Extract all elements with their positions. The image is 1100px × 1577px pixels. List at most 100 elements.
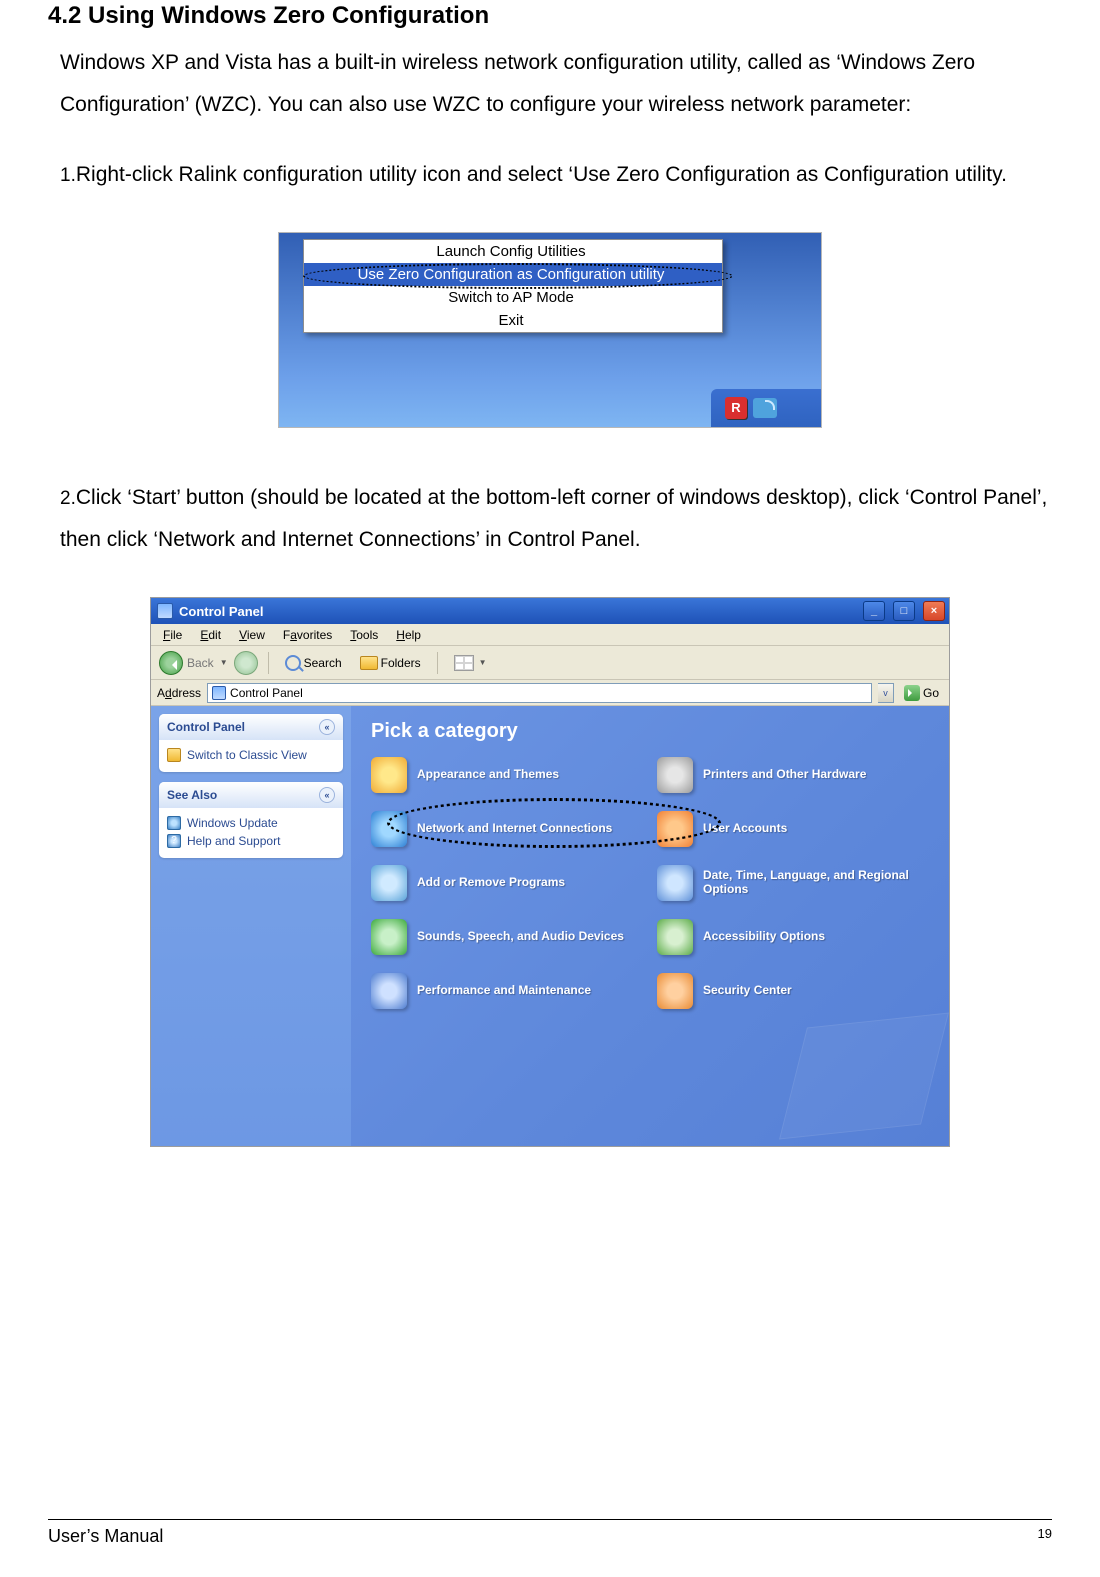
context-menu-item-ap[interactable]: Switch to AP Mode	[304, 286, 722, 309]
category-icon	[371, 865, 407, 901]
menu-bar: File Edit View Favorites Tools Help	[151, 624, 949, 646]
category-performance-and-maintenance[interactable]: Performance and Maintenance	[371, 973, 643, 1009]
category-printers-and-other-hardware[interactable]: Printers and Other Hardware	[657, 757, 929, 793]
category-label: Sounds, Speech, and Audio Devices	[417, 930, 624, 944]
step-1-number: 1.	[60, 165, 76, 186]
minimize-button[interactable]: _	[863, 601, 885, 621]
toolbar: Back ▼ Search Folders ▼	[151, 646, 949, 680]
step-2: 2.Click ‘Start’ button (should be locate…	[60, 477, 1052, 561]
close-button[interactable]: ×	[923, 601, 945, 621]
category-label: Appearance and Themes	[417, 768, 559, 782]
go-button[interactable]: Go	[900, 685, 943, 701]
pane-collapse-icon[interactable]: «	[319, 719, 335, 735]
menu-view[interactable]: View	[231, 626, 273, 644]
step-2-number: 2.	[60, 488, 76, 509]
category-security-center[interactable]: Security Center	[657, 973, 929, 1009]
toolbar-separator	[268, 652, 269, 674]
search-label: Search	[304, 656, 342, 670]
category-label: Accessibility Options	[703, 930, 825, 944]
category-label: Network and Internet Connections	[417, 822, 612, 836]
address-label: Address	[157, 686, 201, 700]
figure-context-menu: Launch Config Utilities Use Zero Configu…	[278, 232, 822, 428]
category-accessibility-options[interactable]: Accessibility Options	[657, 919, 929, 955]
back-icon	[159, 651, 183, 675]
help-support-label: Help and Support	[187, 834, 280, 848]
context-menu: Launch Config Utilities Use Zero Configu…	[303, 239, 723, 333]
figure-control-panel: Control Panel _ □ × File Edit View Favor…	[150, 597, 950, 1147]
footer-manual: User’s Manual	[48, 1526, 163, 1547]
main-panel: Pick a category Appearance and Themes Pri…	[351, 706, 949, 1146]
address-bar: Address Control Panel v Go	[151, 680, 949, 706]
side-panel: Control Panel « Switch to Classic View	[151, 706, 351, 1146]
category-add-or-remove-programs[interactable]: Add or Remove Programs	[371, 865, 643, 901]
folders-icon	[360, 656, 378, 670]
step-1-text: Right-click Ralink configuration utility…	[76, 163, 1007, 186]
windows-update-label: Windows Update	[187, 816, 278, 830]
back-dropdown-icon: ▼	[220, 658, 228, 667]
section-heading: 4.2 Using Windows Zero Configuration	[48, 0, 1052, 30]
pick-category-title: Pick a category	[371, 720, 929, 743]
category-icon	[371, 757, 407, 793]
toolbar-search[interactable]: Search	[279, 653, 348, 673]
pane-title-see-also: See Also	[167, 788, 217, 802]
system-tray: R	[711, 389, 821, 427]
address-value: Control Panel	[230, 686, 303, 700]
category-user-accounts[interactable]: User Accounts	[657, 811, 929, 847]
step-2-text: Click ‘Start’ button (should be located …	[60, 486, 1047, 551]
category-label: Date, Time, Language, and Regional Optio…	[703, 869, 929, 897]
go-icon	[904, 685, 920, 701]
toolbar-forward[interactable]	[234, 651, 258, 675]
address-dropdown[interactable]: v	[878, 683, 894, 703]
category-icon	[657, 757, 693, 793]
menu-file[interactable]: File	[155, 626, 190, 644]
category-date-time-language-and-regional-options[interactable]: Date, Time, Language, and Regional Optio…	[657, 865, 929, 901]
category-icon	[371, 811, 407, 847]
menu-help[interactable]: Help	[388, 626, 429, 644]
category-icon	[371, 973, 407, 1009]
menu-tools[interactable]: Tools	[342, 626, 386, 644]
address-input[interactable]: Control Panel	[207, 683, 872, 703]
back-label: Back	[187, 656, 214, 670]
menu-favorites[interactable]: Favorites	[275, 626, 340, 644]
views-icon	[454, 655, 474, 671]
toolbar-folders[interactable]: Folders	[354, 654, 427, 672]
pane-collapse-icon-2[interactable]: «	[319, 787, 335, 803]
category-label: User Accounts	[703, 822, 787, 836]
category-icon	[371, 919, 407, 955]
category-icon	[657, 865, 693, 901]
category-network-and-internet-connections[interactable]: Network and Internet Connections	[371, 811, 643, 847]
windows-update-link[interactable]: Windows Update	[167, 814, 335, 832]
context-menu-item-launch[interactable]: Launch Config Utilities	[304, 240, 722, 263]
window-title: Control Panel	[179, 604, 264, 619]
window-icon	[157, 603, 173, 619]
pane-title-cp: Control Panel	[167, 720, 245, 734]
category-label: Performance and Maintenance	[417, 984, 591, 998]
help-icon: ?	[167, 834, 181, 848]
address-icon	[212, 686, 226, 700]
category-sounds-speech-and-audio-devices[interactable]: Sounds, Speech, and Audio Devices	[371, 919, 643, 955]
folder-icon	[167, 748, 181, 762]
footer-page-number: 19	[1038, 1526, 1052, 1547]
network-tray-icon[interactable]	[753, 398, 777, 418]
step-1: 1.Right-click Ralink configuration utili…	[60, 154, 1052, 196]
category-label: Security Center	[703, 984, 792, 998]
globe-icon	[167, 816, 181, 830]
side-pane-control-panel: Control Panel « Switch to Classic View	[159, 714, 343, 772]
go-label: Go	[923, 686, 939, 700]
toolbar-back[interactable]: Back ▼	[159, 651, 228, 675]
intro-paragraph: Windows XP and Vista has a built-in wire…	[60, 42, 1052, 126]
category-icon	[657, 811, 693, 847]
context-menu-item-wzc[interactable]: Use Zero Configuration as Configuration …	[304, 263, 722, 286]
help-support-link[interactable]: ? Help and Support	[167, 832, 335, 850]
folders-label: Folders	[381, 656, 421, 670]
maximize-button[interactable]: □	[893, 601, 915, 621]
context-menu-item-exit[interactable]: Exit	[304, 309, 722, 332]
toolbar-views[interactable]: ▼	[448, 653, 493, 673]
category-appearance-and-themes[interactable]: Appearance and Themes	[371, 757, 643, 793]
search-icon	[285, 655, 301, 671]
switch-classic-link[interactable]: Switch to Classic View	[167, 746, 335, 764]
ralink-tray-icon[interactable]: R	[725, 397, 747, 419]
category-icon	[657, 919, 693, 955]
switch-classic-label: Switch to Classic View	[187, 748, 307, 762]
menu-edit[interactable]: Edit	[192, 626, 229, 644]
